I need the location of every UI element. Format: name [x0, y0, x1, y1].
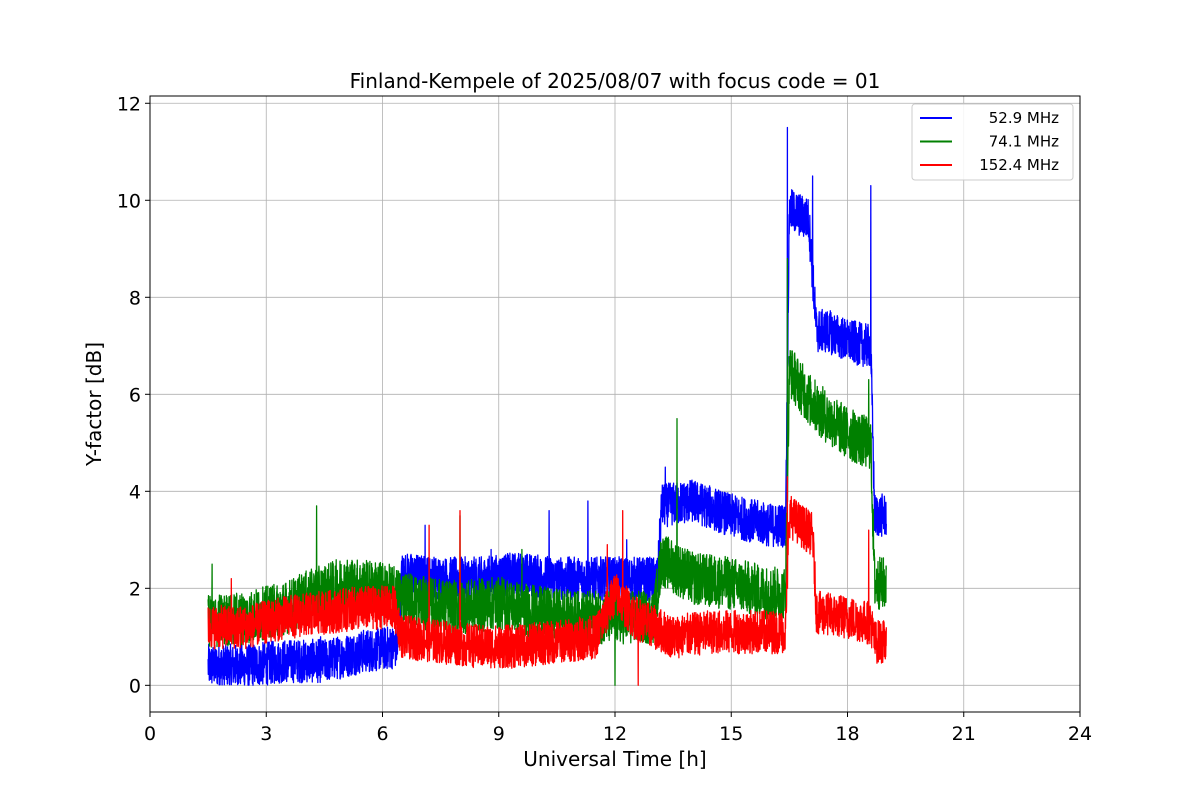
legend-label: 74.1 MHz: [989, 133, 1059, 151]
x-tick-label: 21: [952, 723, 976, 745]
legend-label: 152.4 MHz: [979, 156, 1059, 174]
y-tick-label: 2: [129, 578, 141, 600]
y-tick-label: 10: [117, 190, 141, 212]
y-tick-label: 6: [129, 384, 141, 406]
y-tick-label: 4: [129, 481, 141, 503]
x-axis-label: Universal Time [h]: [523, 747, 706, 771]
y-axis-label: Y-factor [dB]: [82, 342, 106, 467]
legend-box: [911, 103, 1074, 181]
series-line-3: [207, 476, 887, 686]
x-tick-label: 9: [493, 723, 505, 745]
legend-label: 52.9 MHz: [989, 109, 1059, 127]
series-line-1: [207, 126, 887, 686]
y-axis: 0 2 4 6 8 10 12: [117, 93, 150, 697]
series-layer: [207, 126, 887, 686]
y-tick-label: 12: [117, 93, 141, 115]
x-tick-label: 15: [719, 723, 743, 745]
x-tick-label: 18: [835, 723, 859, 745]
x-tick-label: 3: [260, 723, 272, 745]
x-tick-label: 6: [376, 723, 388, 745]
x-tick-label: 0: [144, 723, 156, 745]
x-tick-label: 12: [603, 723, 627, 745]
legend: 52.9 MHz 74.1 MHz 152.4 MHz: [911, 103, 1074, 181]
y-tick-label: 0: [129, 675, 141, 697]
y-tick-label: 8: [129, 287, 141, 309]
chart-title: Finland-Kempele of 2025/08/07 with focus…: [350, 69, 881, 93]
x-axis: 0 3 6 9 12 15 18 21 24: [144, 712, 1092, 745]
x-tick-label: 24: [1068, 723, 1092, 745]
